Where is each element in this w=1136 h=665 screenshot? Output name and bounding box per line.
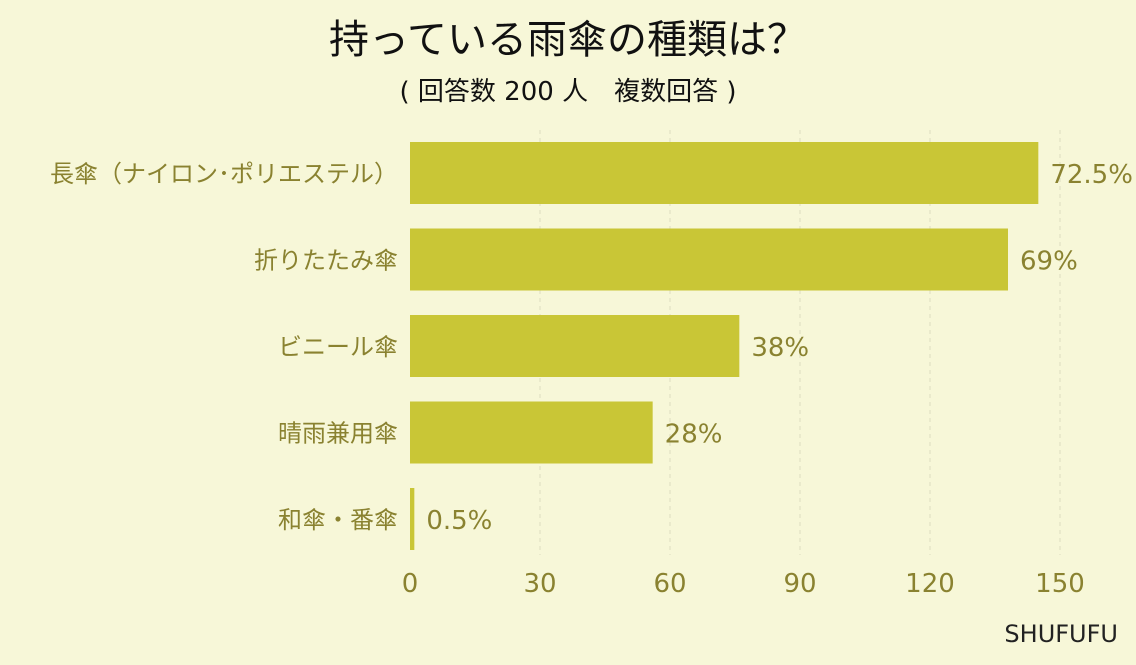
x-tick-label: 30 [523,569,556,599]
category-label: 折りたたみ傘 [254,247,398,275]
data-label: 28% [665,420,723,450]
bar [410,315,740,377]
grid-lines [539,130,1061,555]
category-label: 晴雨兼用傘 [278,420,398,448]
category-label: 和傘・番傘 [278,506,398,534]
data-label: 72.5% [1050,160,1133,190]
category-label: ビニール傘 [278,333,398,361]
data-label: 69% [1020,247,1078,277]
bar [410,228,1008,291]
value-labels: 72.5% 69% 38% 28% 0.5% [426,160,1133,536]
bar [410,142,1039,204]
bar [410,401,653,464]
x-tick-label: 120 [905,569,955,599]
bars [410,142,1039,550]
source-label: SHUFUFU [1004,620,1118,648]
page-subtitle: ( 回答数 200 人 複数回答 ) [399,77,737,107]
bar [410,488,415,550]
x-tick-label: 90 [783,569,816,599]
data-label: 0.5% [426,506,492,536]
x-tick-label: 60 [653,569,686,599]
x-tick-label: 150 [1035,569,1085,599]
x-tick-label: 0 [402,569,419,599]
category-label: 長傘（ナイロン･ポリエステル） [50,160,398,188]
data-label: 38% [751,333,809,363]
page-title: 持っている雨傘の種類は？ [329,17,807,63]
x-axis-ticks: 0 30 60 90 120 150 [402,569,1085,599]
